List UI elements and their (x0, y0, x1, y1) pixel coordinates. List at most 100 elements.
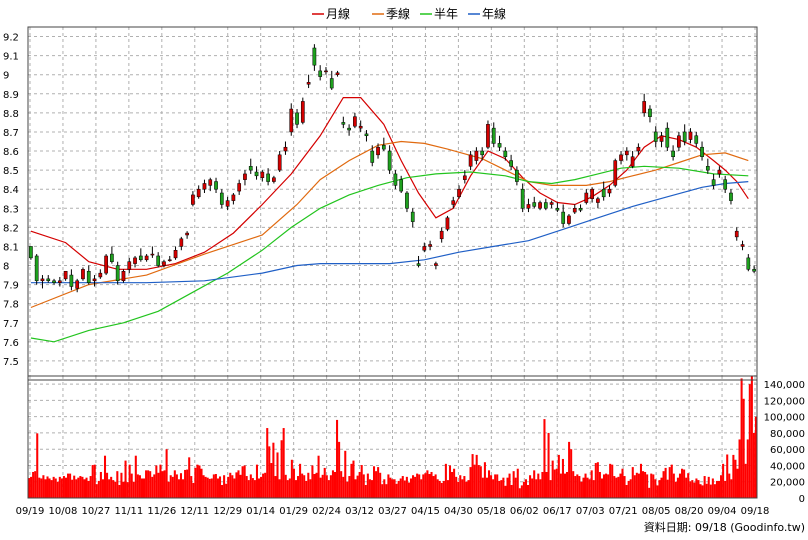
candle (381, 137, 386, 152)
candle-body (619, 154, 623, 161)
volume-bar (453, 468, 456, 498)
volume-bar (418, 474, 421, 498)
volume-bar (588, 479, 591, 498)
volume-bar (358, 471, 361, 498)
candle-body (497, 143, 502, 148)
price-tick-label: 8.9 (3, 90, 19, 101)
volume-bar (163, 470, 166, 498)
volume-tick-label: 120,000 (764, 396, 805, 407)
volume-bar (584, 473, 587, 498)
volume-bar (635, 472, 638, 498)
candle (185, 231, 189, 239)
candle (468, 151, 473, 171)
candle-body (115, 265, 120, 282)
candle (98, 269, 103, 279)
price-tick-label: 9.1 (3, 52, 19, 63)
volume-bar (494, 474, 497, 498)
volume-bar (730, 479, 733, 498)
volume-bar (149, 471, 152, 498)
volume-bar (198, 465, 201, 498)
volume-bar (274, 476, 277, 498)
candle (353, 112, 357, 129)
candle-body (144, 255, 149, 261)
volume-bar (42, 475, 45, 498)
volume-bar (249, 474, 252, 498)
volume-bar (557, 454, 560, 498)
candle-body (688, 131, 693, 140)
volume-bar (329, 475, 332, 498)
candle-body (515, 169, 519, 182)
volume-bar (473, 464, 476, 498)
volume-bar (44, 479, 47, 498)
volume-tick-label: 60,000 (770, 445, 805, 456)
volume-bar (147, 470, 150, 498)
candle (144, 254, 149, 262)
candle (283, 141, 288, 155)
volume-bar (703, 476, 706, 498)
volume-bar (87, 480, 90, 498)
candle (740, 240, 745, 251)
candle (538, 200, 542, 211)
candle (462, 170, 467, 184)
candle (410, 208, 415, 228)
candle (532, 196, 537, 209)
candle (266, 168, 270, 186)
candle (451, 196, 456, 209)
candle-body (596, 198, 600, 203)
candle-body (260, 171, 265, 178)
volume-bar (570, 449, 573, 498)
candle-body (752, 269, 756, 272)
volume-bar (375, 471, 378, 498)
candle (364, 130, 369, 142)
volume-bar (299, 463, 302, 498)
volume-bar (395, 483, 398, 498)
volume-bar (204, 476, 207, 498)
volume-bar (317, 455, 320, 498)
volume-bar (182, 479, 185, 498)
volume-bar (568, 441, 571, 498)
candle (439, 227, 444, 243)
candle-body (457, 188, 461, 198)
candle-body (422, 246, 427, 251)
volume-bar (516, 468, 519, 498)
candle-body (335, 72, 340, 75)
volume-bar (687, 473, 690, 498)
candle (162, 259, 166, 268)
volume-bar (674, 481, 677, 498)
volume-bar (255, 464, 258, 498)
candle (341, 116, 346, 129)
volume-bar (748, 384, 751, 498)
volume-bar (325, 475, 328, 498)
volume-bar (547, 432, 550, 498)
volume-bar (106, 472, 109, 498)
volume-bar (711, 478, 714, 498)
x-tick-label: 12/11 (180, 506, 209, 517)
volume-bar (500, 480, 503, 498)
candle-body (439, 230, 444, 240)
volume-bar (85, 477, 88, 498)
volume-bar (732, 454, 735, 498)
candle-body (665, 127, 670, 148)
candle (300, 97, 305, 125)
volume-bar (290, 459, 293, 498)
volume-bar (627, 480, 630, 498)
volume-bar (531, 478, 534, 498)
volume-bar (689, 481, 692, 498)
volume-bar (664, 467, 667, 498)
volume-bar (28, 478, 31, 498)
candle-body (283, 146, 288, 152)
volume-bar (260, 476, 263, 498)
x-axis: 09/19 10/08 10/27 11/11 11/26 12/11 12/29 01/14… (16, 506, 770, 517)
candle (584, 189, 589, 205)
candle (590, 187, 594, 203)
candle (665, 122, 670, 152)
volume-bar (323, 467, 326, 498)
candle (549, 200, 554, 209)
candle (150, 246, 155, 258)
candle (277, 151, 282, 173)
price-tick-label: 9 (3, 71, 9, 82)
candle (312, 44, 317, 71)
candle-body (121, 270, 126, 282)
volume-bar (270, 463, 273, 498)
volume-bar (471, 454, 474, 498)
